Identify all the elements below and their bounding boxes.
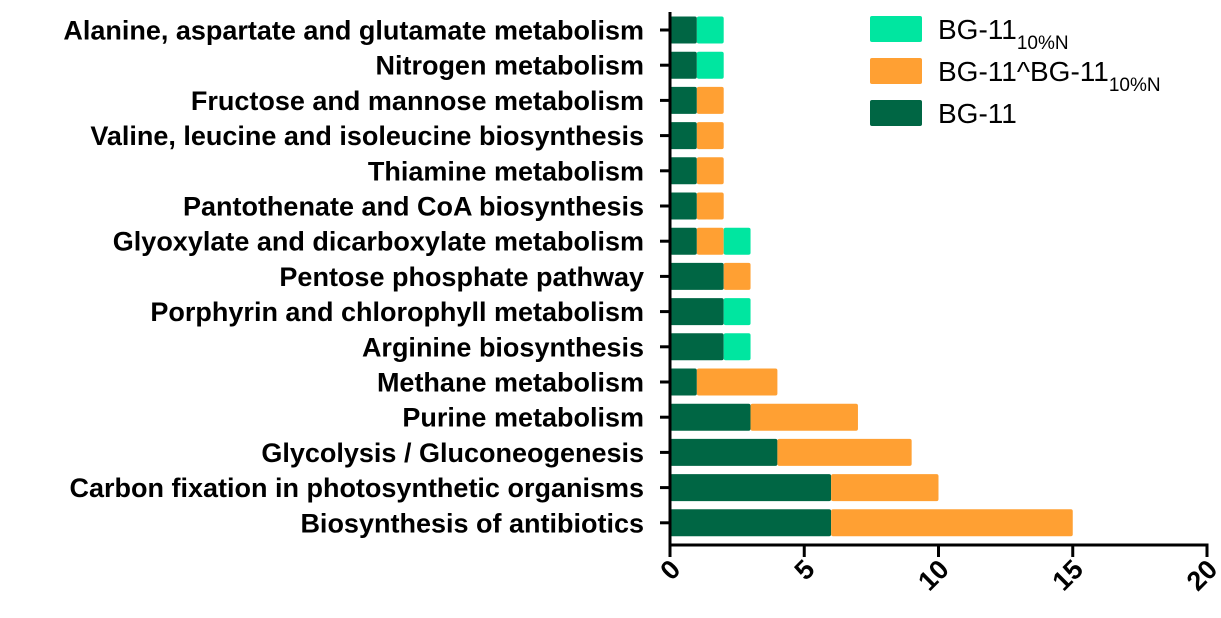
legend: BG-1110%NBG-11^BG-1110%NBG-11 — [870, 14, 1161, 129]
bar-segment-series-0-row-7 — [670, 262, 724, 290]
bar-segment-series-0-row-10 — [670, 368, 697, 396]
bar-segment-series-1-row-3 — [696, 122, 724, 150]
bar-segment-series-1-row-2 — [696, 86, 724, 114]
bar-segment-series-0-row-13 — [670, 474, 832, 502]
category-label: Thiamine metabolism — [368, 156, 644, 186]
bar-segment-series-2-row-9 — [723, 333, 751, 361]
category-label: Nitrogen metabolism — [375, 51, 644, 81]
bar-segment-series-0-row-2 — [670, 86, 697, 114]
category-label: Alanine, aspartate and glutamate metabol… — [63, 16, 644, 46]
bar-segment-series-0-row-12 — [670, 438, 778, 466]
legend-swatch-0 — [870, 100, 922, 126]
legend-label-1: BG-11^BG-1110%N — [938, 56, 1161, 96]
category-label: Porphyrin and chlorophyll metabolism — [150, 297, 644, 327]
bar-segment-series-0-row-4 — [670, 157, 697, 185]
bar-segment-series-1-row-11 — [750, 403, 858, 431]
bar-segment-series-1-row-10 — [696, 368, 778, 396]
bar-segment-series-1-row-4 — [696, 157, 724, 185]
category-label: Pentose phosphate pathway — [279, 262, 644, 292]
category-label: Valine, leucine and isoleucine biosynthe… — [90, 121, 644, 151]
bar-segment-series-2-row-6 — [723, 227, 751, 255]
bar-segment-series-2-row-8 — [723, 298, 751, 326]
x-tick-label: 20 — [1181, 554, 1221, 596]
legend-swatch-1 — [870, 58, 922, 84]
category-label: Arginine biosynthesis — [362, 332, 644, 362]
category-label: Glycolysis / Gluconeogenesis — [261, 438, 644, 468]
bar-segment-series-1-row-7 — [723, 262, 751, 290]
x-tick-label: 0 — [654, 554, 686, 586]
bar-segment-series-0-row-9 — [670, 333, 724, 361]
legend-swatch-2 — [870, 16, 922, 42]
category-label: Purine metabolism — [402, 403, 644, 433]
bar-segment-series-0-row-0 — [670, 16, 697, 44]
category-label: Methane metabolism — [377, 368, 644, 398]
bar-segment-series-1-row-14 — [831, 509, 1073, 537]
bar-segment-series-0-row-1 — [670, 51, 697, 79]
bar-segment-series-0-row-11 — [670, 403, 751, 431]
category-labels: Alanine, aspartate and glutamate metabol… — [63, 16, 644, 539]
legend-label-0: BG-11 — [938, 98, 1017, 129]
x-tick-label: 5 — [789, 554, 821, 586]
bar-segment-series-0-row-6 — [670, 227, 697, 255]
category-label: Glyoxylate and dicarboxylate metabolism — [113, 227, 644, 257]
x-tick-label: 15 — [1047, 554, 1089, 596]
category-label: Fructose and mannose metabolism — [191, 86, 644, 116]
bar-segment-series-1-row-5 — [696, 192, 724, 220]
bar-segment-series-2-row-0 — [696, 16, 724, 44]
category-label: Biosynthesis of antibiotics — [300, 508, 644, 538]
category-label: Pantothenate and CoA biosynthesis — [183, 192, 644, 222]
bars-layer — [670, 16, 1073, 537]
x-tick-label: 10 — [912, 554, 954, 596]
bar-segment-series-0-row-3 — [670, 122, 697, 150]
bar-segment-series-0-row-5 — [670, 192, 697, 220]
legend-label-2: BG-1110%N — [938, 14, 1069, 54]
category-label: Carbon fixation in photosynthetic organi… — [69, 473, 644, 503]
bar-segment-series-1-row-13 — [831, 474, 939, 502]
bar-segment-series-0-row-8 — [670, 298, 724, 326]
x-ticks: 0 5 10 15 20 — [654, 545, 1221, 596]
bar-segment-series-1-row-12 — [777, 438, 912, 466]
bar-segment-series-1-row-6 — [696, 227, 724, 255]
bar-segment-series-0-row-14 — [670, 509, 832, 537]
bar-segment-series-2-row-1 — [696, 51, 724, 79]
